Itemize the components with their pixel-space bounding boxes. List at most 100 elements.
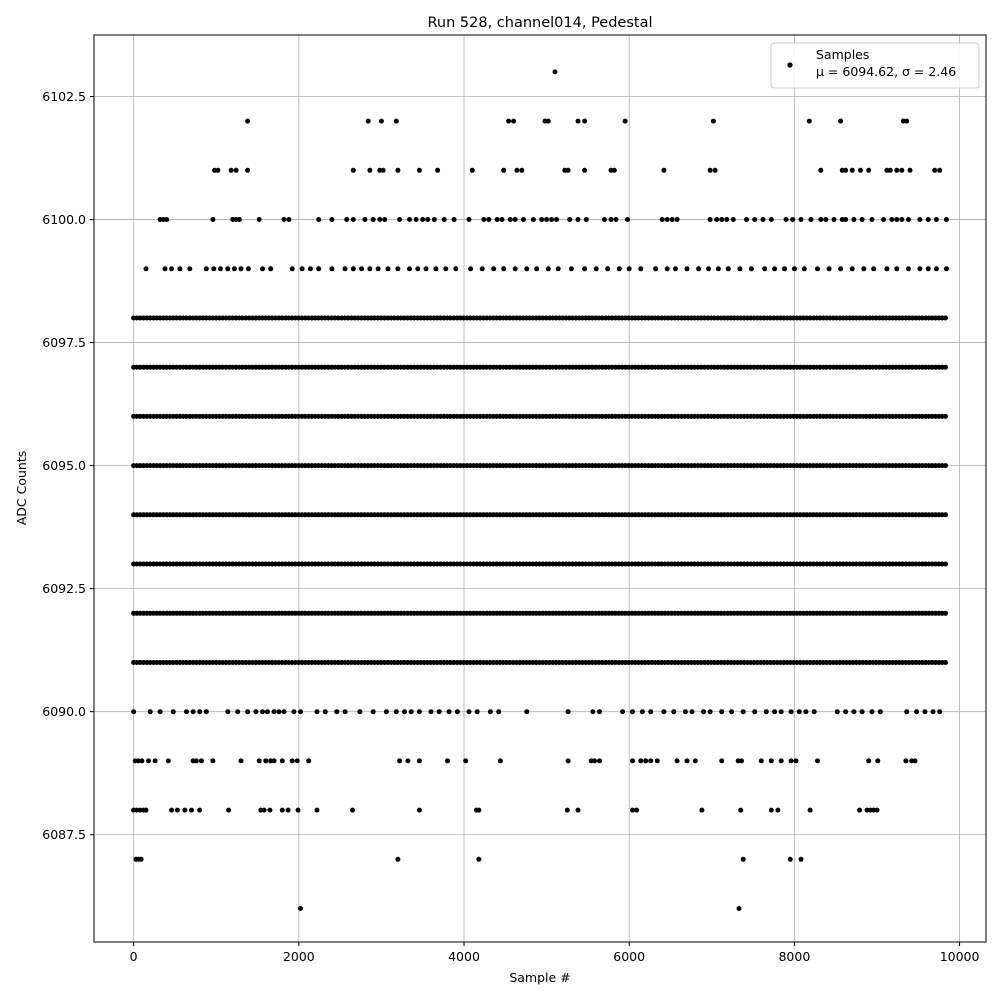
data-point: [545, 266, 551, 272]
data-point: [295, 807, 301, 813]
data-point: [925, 266, 931, 272]
data-point: [590, 709, 596, 715]
data-point: [738, 807, 744, 813]
data-point: [445, 758, 450, 764]
data-point: [545, 118, 551, 124]
data-point: [225, 709, 231, 715]
data-point: [943, 266, 949, 272]
data-point: [380, 167, 386, 173]
data-point: [894, 217, 900, 222]
y-tick-label: 6100.0: [42, 212, 86, 227]
data-point: [881, 217, 887, 222]
data-point: [730, 217, 736, 222]
data-point: [592, 758, 597, 764]
data-point: [350, 266, 356, 272]
data-point: [932, 167, 938, 173]
data-point: [626, 266, 632, 272]
data-point: [597, 758, 602, 764]
data-point: [719, 709, 725, 715]
data-point: [256, 217, 262, 222]
data-point: [530, 217, 536, 222]
data-point: [507, 217, 513, 222]
data-point: [719, 758, 725, 764]
data-point: [271, 758, 277, 764]
data-point: [701, 709, 706, 715]
plot-frame: [93, 34, 987, 943]
data-point: [428, 709, 434, 715]
data-point: [164, 217, 170, 222]
data-point: [725, 266, 731, 272]
data-point: [861, 266, 867, 272]
data-point: [719, 217, 725, 222]
data-point: [707, 167, 713, 173]
data-point: [907, 167, 913, 173]
y-tick-label: 6097.5: [42, 335, 86, 350]
data-point: [413, 217, 419, 222]
data-point: [260, 266, 265, 272]
data-point: [811, 709, 817, 715]
data-point: [162, 266, 168, 272]
data-point: [299, 266, 305, 272]
data-point: [276, 709, 282, 715]
data-point: [289, 266, 295, 272]
data-point: [671, 709, 677, 715]
data-point: [416, 758, 422, 764]
data-point: [289, 758, 295, 764]
data-point: [395, 167, 401, 173]
data-point: [294, 758, 300, 764]
data-point: [245, 118, 251, 124]
data-point: [682, 709, 688, 715]
data-point: [474, 709, 480, 715]
data-point: [748, 266, 754, 272]
data-point: [245, 266, 251, 272]
data-point: [329, 217, 335, 222]
data-point: [143, 266, 149, 272]
data-point: [843, 217, 849, 222]
data-point: [512, 266, 518, 272]
data-point: [446, 709, 452, 715]
data-point: [815, 758, 820, 764]
data-point: [684, 758, 690, 764]
data-point: [630, 807, 635, 813]
data-point: [707, 217, 713, 222]
data-point: [131, 709, 137, 715]
data-point: [568, 266, 574, 272]
data-point: [843, 167, 849, 173]
data-point: [210, 758, 216, 764]
data-point: [233, 167, 239, 173]
data-point: [791, 266, 797, 272]
data-point: [182, 807, 188, 813]
y-tick-label: 6102.5: [42, 89, 86, 104]
data-point: [225, 266, 231, 272]
data-point: [350, 807, 355, 813]
data-point: [664, 266, 670, 272]
data-point: [377, 217, 383, 222]
data-point: [905, 217, 911, 222]
data-point: [659, 217, 665, 222]
data-point: [744, 217, 749, 222]
data-point: [362, 217, 368, 222]
data-point: [466, 217, 472, 222]
data-point: [307, 266, 313, 272]
data-point: [917, 266, 923, 272]
data-point: [453, 266, 459, 272]
data-point: [555, 266, 561, 272]
data-point: [416, 807, 422, 813]
data-point: [514, 167, 520, 173]
data-point: [648, 709, 654, 715]
data-point: [344, 217, 350, 222]
data-point: [643, 758, 649, 764]
data-point: [715, 266, 721, 272]
data-point: [487, 709, 493, 715]
data-point: [370, 217, 376, 222]
data-point: [696, 266, 702, 272]
x-tick-label: 4000: [448, 949, 480, 964]
data-point: [152, 758, 158, 764]
data-point: [549, 217, 555, 222]
data-point: [858, 167, 863, 173]
data-point: [899, 217, 905, 222]
data-point: [534, 266, 540, 272]
data-point: [783, 217, 789, 222]
